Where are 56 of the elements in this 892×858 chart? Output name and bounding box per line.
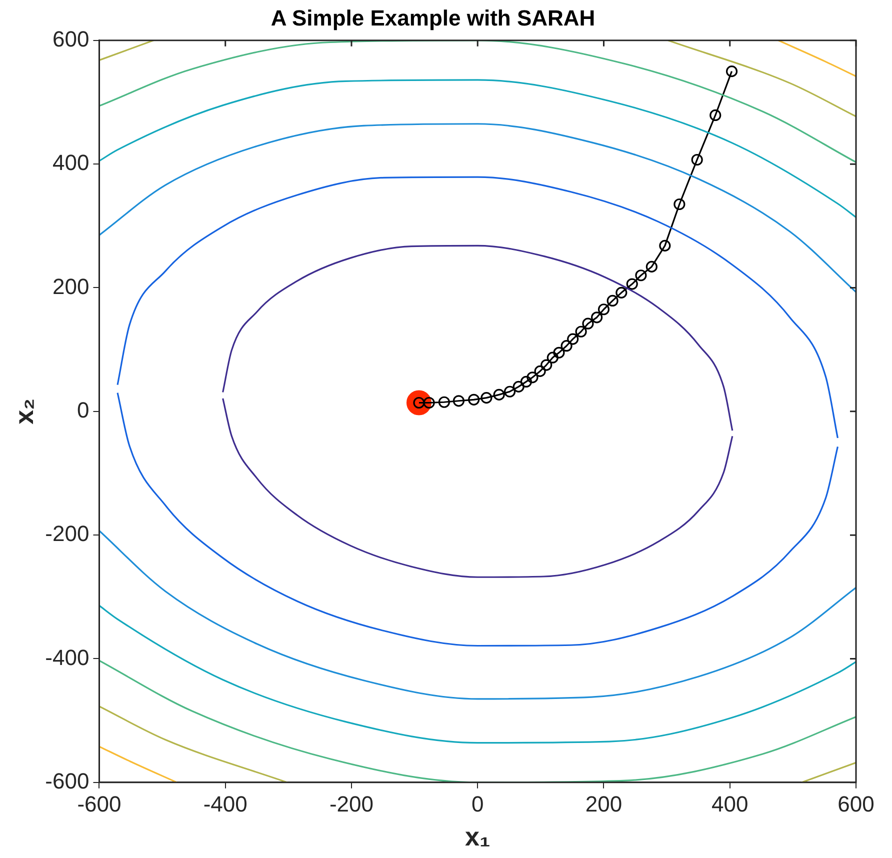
point — [553, 346, 565, 358]
y-tick-label: -600 — [45, 768, 90, 794]
line-series — [116, 392, 839, 647]
x-tick-label: -600 — [77, 792, 122, 817]
point — [423, 396, 435, 409]
point — [726, 66, 738, 78]
point — [616, 286, 628, 298]
point — [480, 392, 492, 404]
line-series — [222, 244, 734, 432]
point — [626, 278, 638, 290]
line-series — [99, 530, 856, 700]
x-tick-label: 0 — [471, 792, 484, 817]
x-tick-label: 600 — [838, 792, 874, 817]
point — [606, 294, 618, 307]
point — [635, 270, 647, 282]
point — [691, 154, 703, 166]
x-tick-label: -400 — [203, 792, 248, 817]
y-tick-label: 600 — [52, 26, 90, 52]
chart-title: A Simple Example with SARAH — [270, 5, 596, 30]
line-series — [99, 79, 856, 218]
line-series — [99, 123, 856, 293]
x-tick-label: 400 — [712, 792, 748, 817]
line-series — [222, 398, 734, 578]
point — [520, 376, 532, 388]
line-series — [99, 604, 856, 744]
point — [560, 340, 572, 352]
point — [534, 365, 546, 378]
point — [710, 109, 722, 122]
point — [452, 395, 464, 407]
y-tick-label: 200 — [52, 274, 90, 299]
x-axis-title: x₁ — [465, 822, 490, 852]
point — [591, 312, 603, 324]
line-series — [99, 40, 856, 164]
y-tick-label: 400 — [52, 150, 90, 176]
point — [546, 352, 558, 364]
point — [438, 396, 450, 408]
point — [567, 333, 579, 345]
line-series — [116, 176, 839, 439]
point — [659, 240, 671, 252]
x-tick-label: 200 — [585, 792, 622, 817]
y-axis-title: x₂ — [8, 398, 39, 424]
point — [540, 359, 552, 371]
point — [598, 304, 610, 316]
y-tick-label: -400 — [45, 644, 90, 670]
point — [504, 386, 516, 398]
point — [493, 388, 505, 401]
y-tick-label: -200 — [45, 521, 90, 546]
point — [468, 394, 480, 406]
point — [674, 198, 686, 210]
point — [646, 260, 658, 273]
point — [512, 380, 524, 392]
y-tick-label: 0 — [76, 397, 90, 422]
point — [526, 372, 538, 384]
point — [582, 318, 594, 330]
point — [575, 326, 587, 338]
x-tick-label: -200 — [329, 792, 374, 817]
